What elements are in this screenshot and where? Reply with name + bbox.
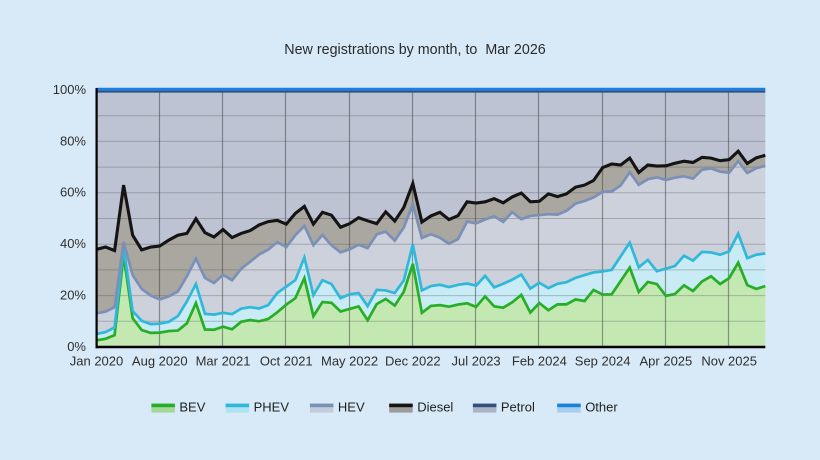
svg-text:Petrol: Petrol [501, 400, 535, 415]
svg-text:Sep 2024: Sep 2024 [575, 354, 631, 369]
svg-text:May 2022: May 2022 [321, 354, 378, 369]
svg-text:Aug 2020: Aug 2020 [132, 354, 188, 369]
svg-text:HEV: HEV [338, 400, 365, 415]
svg-text:Mar 2021: Mar 2021 [196, 354, 251, 369]
svg-text:Jul 2023: Jul 2023 [452, 354, 501, 369]
svg-text:Diesel: Diesel [417, 400, 453, 415]
svg-text:BEV: BEV [179, 400, 205, 415]
svg-text:Apr 2025: Apr 2025 [640, 354, 693, 369]
svg-text:Dec 2022: Dec 2022 [385, 354, 441, 369]
svg-text:100%: 100% [53, 82, 87, 97]
svg-text:Feb 2024: Feb 2024 [512, 354, 567, 369]
svg-text:Jan 2020: Jan 2020 [70, 354, 124, 369]
svg-text:Other: Other [585, 400, 618, 415]
svg-text:60%: 60% [60, 185, 86, 200]
svg-text:20%: 20% [60, 288, 86, 303]
svg-text:40%: 40% [60, 236, 86, 251]
svg-text:80%: 80% [60, 133, 86, 148]
svg-text:Nov 2025: Nov 2025 [701, 354, 757, 369]
svg-text:0%: 0% [67, 339, 86, 354]
svg-text:Oct 2021: Oct 2021 [260, 354, 313, 369]
svg-text:PHEV: PHEV [254, 400, 290, 415]
